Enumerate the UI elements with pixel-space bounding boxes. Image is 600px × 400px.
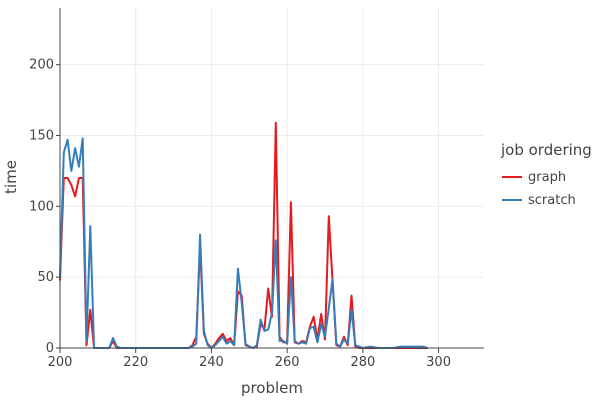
y-tick-label: 50 [37,270,54,285]
legend-label-graph: graph [528,170,566,185]
axes: 200 220 240 260 280 300 0 50 100 150 200 [29,8,484,370]
x-tick-label: 260 [275,355,300,370]
y-tick-label: 100 [29,199,54,214]
y-tick-label: 0 [46,341,54,356]
x-tick-label: 200 [48,355,73,370]
x-tick-label: 220 [123,355,148,370]
legend-label-scratch: scratch [528,193,576,208]
y-tick-label: 200 [29,58,54,73]
series-line-scratch [59,137,429,349]
legend: job ordering graph scratch [500,141,592,208]
legend-items: graph scratch [502,170,576,208]
x-tick-label: 280 [350,355,375,370]
series-layer [59,121,429,349]
x-tick-label: 300 [426,355,451,370]
y-tick-label: 150 [29,129,54,144]
y-axis-title: time [2,160,20,194]
legend-title: job ordering [500,141,592,159]
x-tick-label: 240 [199,355,224,370]
x-axis-title: problem [241,379,303,397]
